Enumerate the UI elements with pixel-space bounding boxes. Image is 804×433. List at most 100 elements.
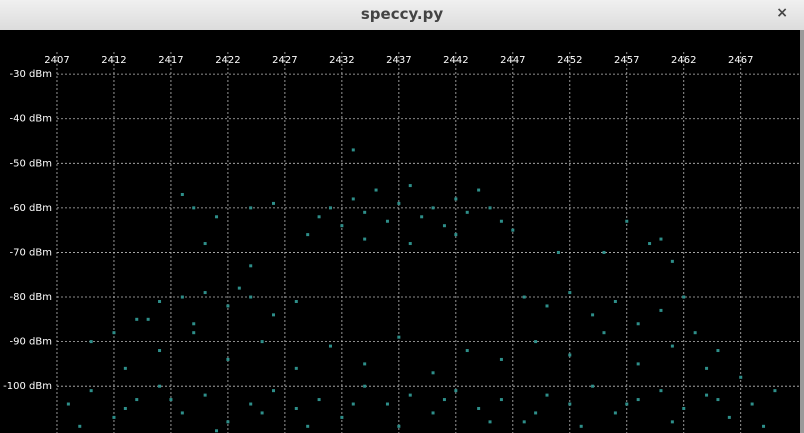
y-tick-label: -40 dBm [10,114,52,125]
point [602,250,606,254]
x-tick-label: 2452 [557,55,582,66]
point [408,242,412,246]
point [180,295,184,299]
point [146,317,150,321]
point [659,308,663,312]
x-tick-label: 2407 [44,55,69,66]
point [180,411,184,415]
point [568,353,572,357]
point [545,393,549,397]
point [522,420,526,424]
point [351,402,355,406]
point [203,291,207,295]
point [739,375,743,379]
point [294,299,298,303]
point [249,295,253,299]
point [158,349,162,353]
point [408,393,412,397]
point [636,322,640,326]
y-tick-label: -60 dBm [10,203,52,214]
point [477,406,481,410]
point [226,304,230,308]
point [522,295,526,299]
point [568,291,572,295]
close-button[interactable]: × [776,5,788,21]
point [351,148,355,152]
x-tick-label: 2412 [101,55,126,66]
point [272,313,276,317]
point [705,366,709,370]
point [112,415,116,419]
x-tick-label: 2437 [386,55,411,66]
point [488,206,492,210]
x-tick-label: 2432 [329,55,354,66]
point [488,420,492,424]
point [66,402,70,406]
x-tick-label: 2467 [728,55,753,66]
point [123,366,127,370]
y-tick-label: -100 dBm [3,381,52,392]
point [636,398,640,402]
point [762,424,766,428]
point [249,206,253,210]
point [215,215,219,219]
point [534,340,538,344]
point [659,389,663,393]
point [260,411,264,415]
point [249,402,253,406]
point [158,384,162,388]
point [659,237,663,241]
point [272,201,276,205]
point [397,424,401,428]
y-tick-label: -80 dBm [10,292,52,303]
window-edge [800,30,804,433]
point [670,344,674,348]
point [249,264,253,268]
point [192,206,196,210]
point [773,389,777,393]
point [340,224,344,228]
point [135,398,139,402]
point [648,242,652,246]
point [180,192,184,196]
point [716,398,720,402]
point [397,201,401,205]
point [203,242,207,246]
point [363,384,367,388]
point [397,335,401,339]
point [135,317,139,321]
point [579,424,583,428]
point [306,424,310,428]
point [454,389,458,393]
point [260,340,264,344]
point [750,402,754,406]
window-title: speccy.py [360,5,444,23]
point [499,219,503,223]
point [306,233,310,237]
point [408,184,412,188]
y-tick-label: -70 dBm [10,247,52,258]
point [192,322,196,326]
point [511,228,515,232]
point [477,188,481,192]
point [431,206,435,210]
x-tick-label: 2442 [443,55,468,66]
y-tick-label: -90 dBm [10,337,52,348]
point [534,411,538,415]
x-tick-label: 2457 [614,55,639,66]
x-tick-label: 2417 [158,55,183,66]
point [465,210,469,214]
title-bar: speccy.py × [0,0,804,31]
point [317,215,321,219]
point [591,384,595,388]
point [158,299,162,303]
y-tick-label: -30 dBm [10,69,52,80]
point [340,415,344,419]
point [294,406,298,410]
x-tick-label: 2447 [500,55,525,66]
point [363,210,367,214]
point [625,219,629,223]
point [123,406,127,410]
y-tick-label: -50 dBm [10,158,52,169]
point [431,371,435,375]
